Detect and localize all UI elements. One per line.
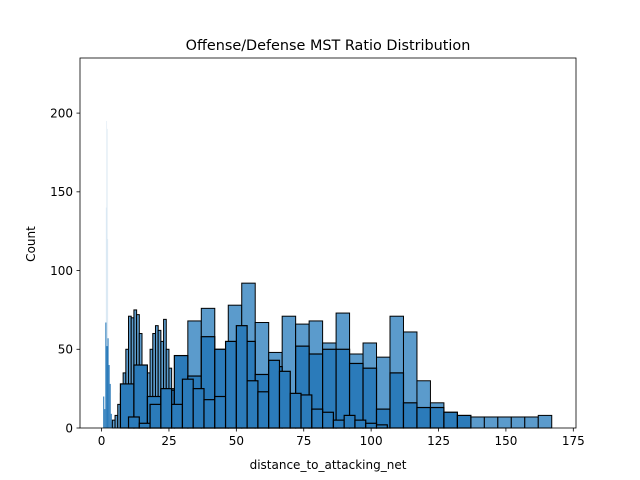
- histogram-bar: [429, 406, 445, 429]
- histogram-bar: [192, 388, 205, 429]
- axes: 0 25 50 75 100 125 150 175 0 50 100 150 200: [50, 57, 585, 448]
- x-tick-label: 50: [229, 434, 244, 448]
- histogram-bar: [104, 409, 106, 428]
- histogram-bar: [375, 424, 388, 429]
- histogram-bar: [456, 414, 472, 429]
- histogram-bar: [107, 338, 109, 428]
- histogram-bar: [127, 416, 140, 429]
- histogram-bar: [105, 322, 107, 428]
- histogram-bar: [343, 414, 356, 429]
- y-tick-label: 150: [50, 185, 73, 199]
- y-tick-label: 0: [65, 421, 73, 435]
- x-tick-label: 175: [562, 434, 585, 448]
- histogram-bar: [149, 403, 162, 429]
- histogram-bar: [203, 399, 216, 429]
- histogram-bar: [402, 402, 418, 429]
- histogram-bar: [106, 128, 108, 428]
- histogram-bar: [106, 120, 108, 428]
- histogram-bars: [103, 120, 553, 429]
- histogram-bar: [300, 394, 313, 429]
- histogram-bar: [109, 383, 111, 428]
- histogram-bar: [224, 340, 237, 429]
- histogram-bar: [108, 365, 110, 428]
- histogram-bar: [416, 406, 432, 429]
- y-tick-label: 100: [50, 264, 73, 278]
- histogram-bar: [365, 422, 378, 429]
- histogram-bar: [181, 378, 194, 429]
- histogram-bar: [107, 239, 109, 428]
- histogram-bar: [103, 396, 105, 428]
- plot-frame: [79, 57, 577, 429]
- x-tick-label: 125: [427, 434, 450, 448]
- histogram-bar: [354, 419, 367, 429]
- histogram-bar: [497, 416, 512, 429]
- x-tick-label: 75: [296, 434, 311, 448]
- histogram-bar: [470, 416, 485, 429]
- histogram-bar: [246, 380, 259, 429]
- y-tick-label: 200: [50, 106, 73, 120]
- x-tick-label: 0: [98, 434, 106, 448]
- histogram-bar: [510, 416, 526, 429]
- histogram-bar: [160, 388, 173, 429]
- histogram-series-2: [103, 322, 117, 428]
- x-tick-label: 150: [494, 434, 517, 448]
- histogram-bar: [362, 367, 378, 429]
- y-axis-label: Count: [24, 226, 38, 262]
- histogram-bar: [443, 411, 458, 429]
- histogram-bar: [524, 416, 539, 429]
- histogram-bar: [483, 416, 499, 429]
- histogram-bar: [235, 325, 248, 429]
- histogram-bar: [268, 359, 281, 429]
- histogram-bar: [171, 403, 184, 429]
- histogram-bar: [138, 422, 151, 429]
- chart-title: Offense/Defense MST Ratio Distribution: [186, 38, 471, 54]
- histogram-bar: [257, 391, 270, 429]
- histogram-bar: [289, 392, 302, 429]
- y-tick-label: 50: [58, 343, 73, 357]
- histogram-bar: [322, 411, 334, 429]
- histogram-bar: [311, 408, 324, 429]
- histogram-bar: [389, 372, 405, 429]
- histogram-bar: [106, 346, 108, 428]
- histogram-bar: [105, 207, 107, 428]
- x-tick-label: 100: [360, 434, 383, 448]
- histogram-series-1: [105, 120, 109, 428]
- histogram-bar: [110, 413, 112, 428]
- x-tick-label: 25: [161, 434, 176, 448]
- x-axis-label: distance_to_attacking_net: [250, 458, 407, 472]
- histogram-bar: [278, 370, 291, 429]
- histogram-bar: [332, 419, 345, 429]
- histogram-bar: [214, 395, 227, 429]
- histogram-bar: [537, 414, 553, 429]
